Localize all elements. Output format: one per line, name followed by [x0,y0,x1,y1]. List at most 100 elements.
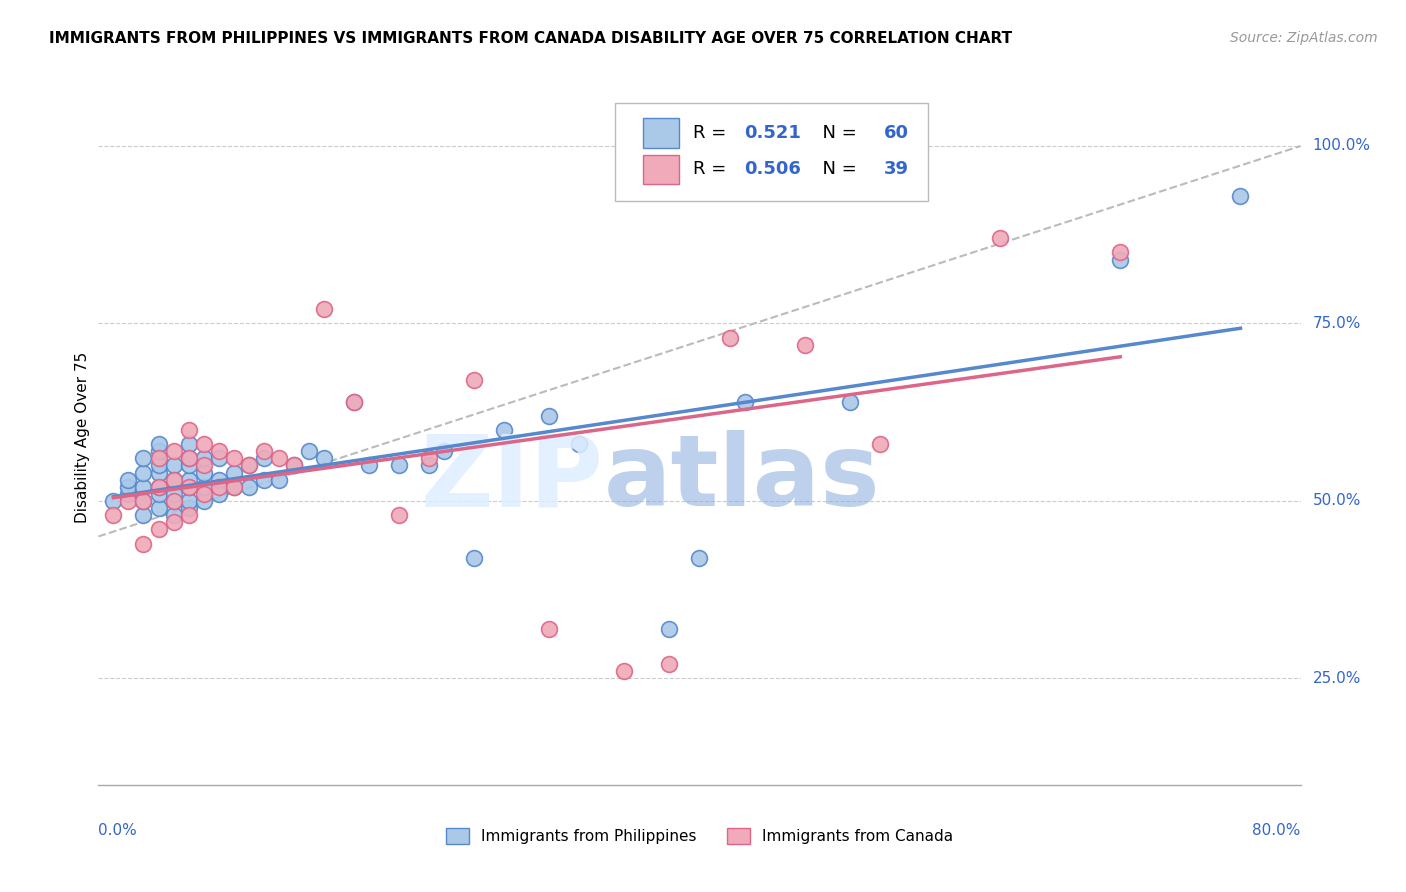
Text: 0.0%: 0.0% [98,823,138,838]
Text: Source: ZipAtlas.com: Source: ZipAtlas.com [1230,31,1378,45]
Text: 100.0%: 100.0% [1313,138,1371,153]
Text: 0.521: 0.521 [744,124,801,142]
Point [177,423,200,437]
Point [267,451,290,466]
Point [148,487,170,501]
Point [718,331,741,345]
Point [538,622,561,636]
Point [267,473,290,487]
Point [1109,252,1132,267]
Point [177,480,200,494]
FancyBboxPatch shape [643,119,679,148]
Point [238,458,260,473]
Point [222,466,245,480]
Point [148,522,170,536]
Point [132,494,155,508]
Point [177,437,200,451]
Point [117,494,139,508]
Point [177,451,200,466]
Point [177,473,200,487]
Point [538,409,561,423]
Point [208,444,231,458]
Point [162,516,184,530]
Point [688,550,710,565]
Point [253,473,276,487]
Point [103,508,125,523]
Text: atlas: atlas [603,430,880,527]
Point [283,458,305,473]
Point [222,480,245,494]
Text: 80.0%: 80.0% [1253,823,1301,838]
Point [658,657,681,672]
Point [132,480,155,494]
Point [613,665,636,679]
Point [193,437,215,451]
Point [177,480,200,494]
Point [177,458,200,473]
Point [568,437,591,451]
Point [283,458,305,473]
Point [343,394,366,409]
Text: IMMIGRANTS FROM PHILIPPINES VS IMMIGRANTS FROM CANADA DISABILITY AGE OVER 75 COR: IMMIGRANTS FROM PHILIPPINES VS IMMIGRANT… [49,31,1012,46]
Point [238,480,260,494]
Point [388,458,411,473]
Point [418,451,440,466]
Point [117,487,139,501]
Point [222,480,245,494]
Point [208,451,231,466]
Point [148,444,170,458]
Point [132,466,155,480]
Point [193,451,215,466]
Y-axis label: Disability Age Over 75: Disability Age Over 75 [75,351,90,523]
Point [148,437,170,451]
Point [208,480,231,494]
Point [162,444,184,458]
Text: 75.0%: 75.0% [1313,316,1361,331]
Text: R =: R = [693,161,733,178]
Point [463,373,485,387]
Point [193,466,215,480]
Point [253,444,276,458]
Point [132,508,155,523]
Point [734,394,756,409]
Point [177,494,200,508]
Point [988,231,1011,245]
Point [357,458,380,473]
Point [162,508,184,523]
Point [433,444,456,458]
Text: N =: N = [811,124,863,142]
Point [162,487,184,501]
Point [148,458,170,473]
Point [793,338,815,352]
Text: ZIP: ZIP [420,430,603,527]
Point [162,458,184,473]
Legend: Immigrants from Philippines, Immigrants from Canada: Immigrants from Philippines, Immigrants … [440,822,959,850]
Point [193,480,215,494]
Point [132,494,155,508]
Point [1109,245,1132,260]
Point [312,451,335,466]
Point [177,508,200,523]
Text: 25.0%: 25.0% [1313,671,1361,686]
Point [1229,188,1251,202]
FancyBboxPatch shape [643,154,679,184]
Point [148,480,170,494]
Point [343,394,366,409]
Point [312,302,335,317]
Text: 50.0%: 50.0% [1313,493,1361,508]
Point [162,473,184,487]
Point [208,473,231,487]
Point [103,494,125,508]
Point [162,473,184,487]
Point [193,458,215,473]
Point [193,487,215,501]
Point [148,501,170,516]
Point [117,480,139,494]
Point [238,458,260,473]
Point [177,451,200,466]
Point [658,622,681,636]
FancyBboxPatch shape [616,103,928,201]
Point [193,494,215,508]
Point [132,536,155,550]
Point [298,444,321,458]
